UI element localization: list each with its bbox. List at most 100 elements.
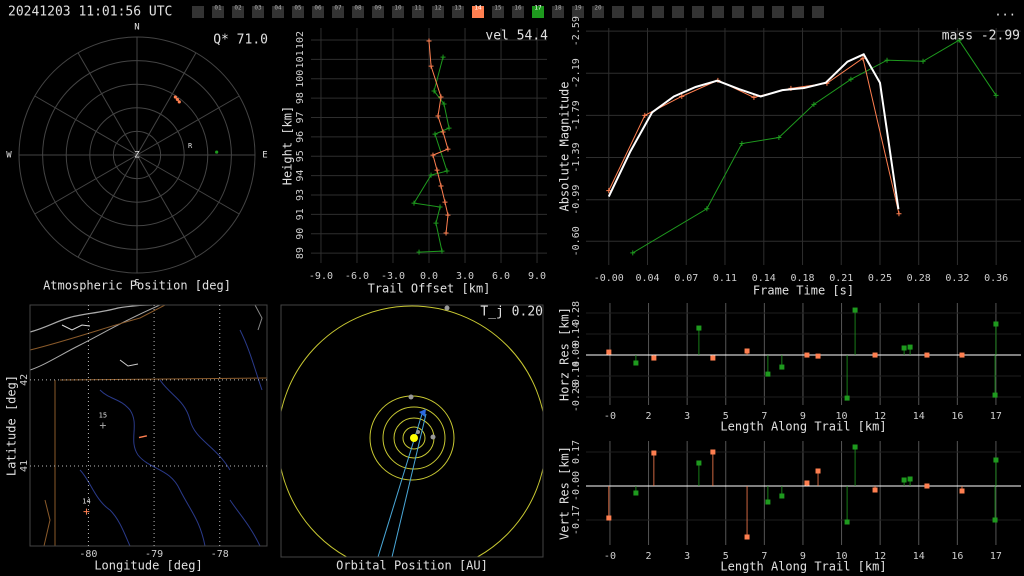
residual-point <box>651 450 657 456</box>
frame-label[interactable]: 16 <box>514 5 522 12</box>
x-tick-label: -0.00 <box>594 273 624 284</box>
point-marker <box>956 37 962 43</box>
residual-point <box>744 534 750 540</box>
x-tick-label: 9 <box>800 411 806 422</box>
y-tick-label: 102 <box>295 31 306 49</box>
residual-point <box>852 444 858 450</box>
orbit-frame <box>280 304 544 558</box>
frame-label[interactable]: 10 <box>394 5 402 12</box>
residual-point <box>606 349 612 355</box>
residual-point <box>633 490 639 496</box>
direction-label: N <box>134 23 139 33</box>
residual-point <box>959 488 965 494</box>
polar-spoke <box>77 52 138 156</box>
polar-point <box>175 97 179 102</box>
point-marker <box>751 94 757 100</box>
timestamp: 20241203 11:01:56 UTC <box>8 5 172 20</box>
x-tick-label: 5 <box>723 411 729 422</box>
y-tick-label: -0.17 <box>571 505 582 535</box>
residual-point <box>651 355 657 361</box>
residual-point <box>710 449 716 455</box>
chart-title: Orbital Position [AU] <box>336 559 488 573</box>
polar-spoke <box>136 154 197 258</box>
x-tick-label: 0.32 <box>945 273 969 284</box>
point-marker <box>776 135 782 141</box>
x-tick-label: 2 <box>646 551 652 562</box>
frame-box <box>792 6 804 18</box>
residual-point <box>815 353 821 359</box>
x-tick-label: 0.25 <box>868 273 892 284</box>
frame-box <box>352 6 364 18</box>
polar-spoke <box>136 154 240 215</box>
point-marker <box>441 101 447 107</box>
frame-box <box>772 6 784 18</box>
residual-point <box>844 519 850 525</box>
frame-label[interactable]: 13 <box>454 5 462 12</box>
residual-point <box>901 477 907 483</box>
frame-label[interactable]: 15 <box>494 5 502 12</box>
frame-label[interactable]: 17 <box>534 5 542 12</box>
y-tick-label: 98 <box>295 92 306 104</box>
annotation: vel 54.4 <box>485 29 548 44</box>
x-axis-label: Trail Offset [km] <box>368 282 491 296</box>
frame-box <box>652 6 664 18</box>
polar-point <box>215 150 219 154</box>
frame-box <box>492 6 504 18</box>
point-marker <box>884 57 890 63</box>
x-tick-label: 10 <box>836 411 848 422</box>
frame-label[interactable]: 09 <box>374 5 382 12</box>
frame-box <box>812 6 824 18</box>
frame-label[interactable]: 11 <box>414 5 422 12</box>
residual-point <box>924 352 930 358</box>
frame-label[interactable]: 04 <box>274 5 282 12</box>
frame-label[interactable]: 12 <box>434 5 442 12</box>
residual-point <box>744 348 750 354</box>
frame-label[interactable]: 14 <box>474 5 482 12</box>
x-axis-label: Longitude [deg] <box>94 559 202 573</box>
point-marker <box>446 125 452 131</box>
residual-point <box>765 371 771 377</box>
map-frame <box>29 304 268 547</box>
frame-label[interactable]: 20 <box>594 5 602 12</box>
polar-spoke <box>136 95 240 156</box>
frame-box <box>692 6 704 18</box>
x-tick-label: 0.21 <box>829 273 853 284</box>
frame-box <box>552 6 564 18</box>
y-tick-label: -0.00 <box>571 471 582 501</box>
polar-spoke <box>136 52 197 156</box>
residual-point <box>804 352 810 358</box>
residual-point <box>696 460 702 466</box>
y-tick-label: -1.39 <box>571 143 582 173</box>
x-tick-label: 7 <box>761 551 767 562</box>
menu[interactable]: ... <box>994 5 1016 19</box>
station-marker <box>99 422 106 429</box>
direction-label: S <box>134 279 139 289</box>
frame-label[interactable]: 18 <box>554 5 562 12</box>
residual-point <box>901 345 907 351</box>
x-tick-label: 0.0 <box>420 271 438 282</box>
x-tick-label: 14 <box>913 411 925 422</box>
frame-label[interactable]: 07 <box>334 5 342 12</box>
y-axis-label: Horz Res [km] <box>558 307 572 401</box>
frame-box <box>252 6 264 18</box>
frame-box <box>292 6 304 18</box>
point-marker <box>442 199 448 205</box>
series-line <box>607 53 900 210</box>
frame-label[interactable]: 06 <box>314 5 322 12</box>
frame-label[interactable]: 01 <box>214 5 222 12</box>
y-tick-label: -0.14 <box>571 361 582 391</box>
residual-point <box>872 352 878 358</box>
residual-point <box>844 395 850 401</box>
residual-point <box>852 307 858 313</box>
y-tick-label: -0.60 <box>571 226 582 256</box>
series-line <box>413 57 450 253</box>
frame-label[interactable]: 19 <box>574 5 582 12</box>
frame-label[interactable]: 02 <box>234 5 242 12</box>
frame-label[interactable]: 08 <box>354 5 362 12</box>
frame-label[interactable]: 05 <box>294 5 302 12</box>
point-marker <box>416 249 422 255</box>
point-marker <box>896 211 902 217</box>
y-tick-label: 41 <box>19 460 30 472</box>
frame-label[interactable]: 03 <box>254 5 262 12</box>
residual-point <box>992 517 998 523</box>
